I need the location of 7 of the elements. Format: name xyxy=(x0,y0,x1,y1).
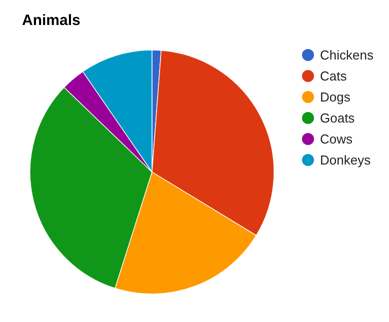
legend-label: Cows xyxy=(320,132,354,146)
legend-label: Cats xyxy=(320,68,348,84)
chart-title: Animals xyxy=(22,12,80,29)
legend-label: Goats xyxy=(320,110,356,126)
legend-label: Donkeys xyxy=(320,152,372,168)
legend-label: Dogs xyxy=(320,90,351,104)
legend-label: Chickens xyxy=(320,48,374,62)
